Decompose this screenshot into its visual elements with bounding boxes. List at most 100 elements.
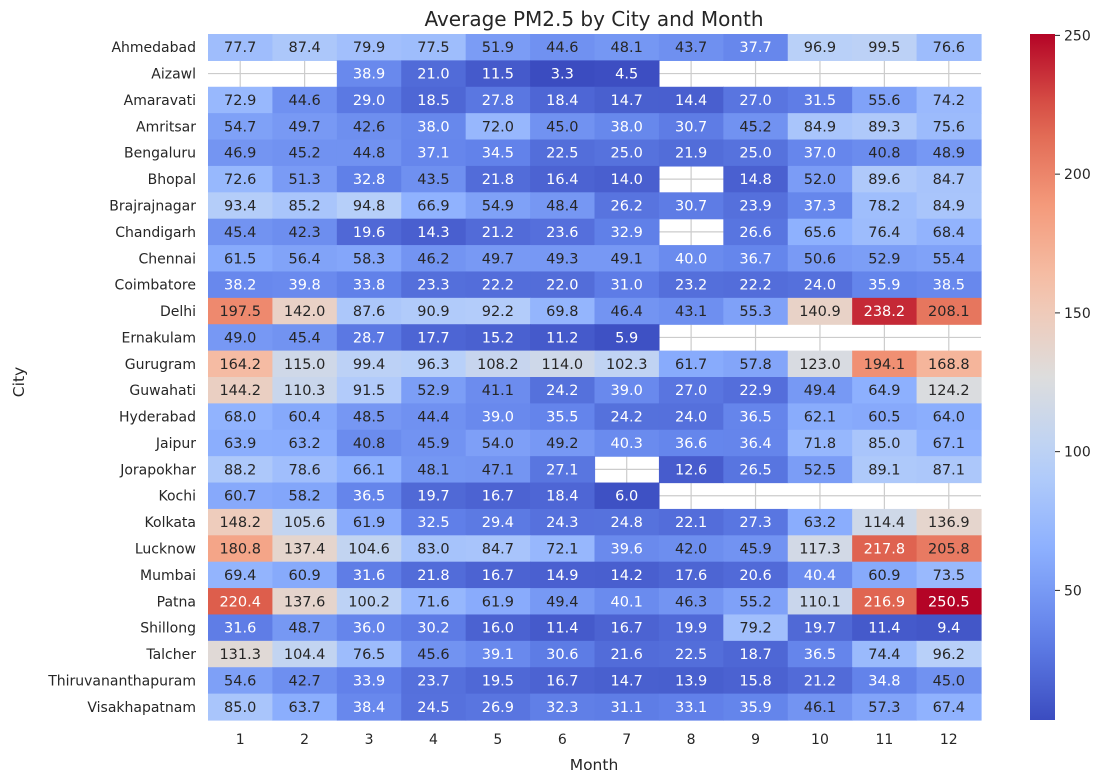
heatmap-cell (916, 588, 982, 616)
cell-value-label: 61.7 (675, 357, 707, 373)
cell-value-label: 36.5 (804, 647, 836, 663)
cell-value-label: 44.6 (288, 93, 320, 109)
heatmap-cell (465, 297, 531, 325)
heatmap-cell (787, 297, 853, 325)
heatmap-cell (787, 218, 853, 246)
heatmap-cell (916, 245, 982, 273)
heatmap-cell (272, 34, 338, 61)
cell-value-label: 14.0 (611, 172, 643, 188)
cell-value-label: 45.6 (417, 647, 449, 663)
heatmap-cell (336, 86, 402, 114)
cell-value-label: 46.4 (611, 304, 643, 320)
cell-value-label: 16.7 (611, 621, 643, 637)
heatmap-cell (336, 456, 402, 484)
heatmap-cell (336, 640, 402, 668)
heatmap-cell (465, 693, 531, 721)
cell-value-label: 40.0 (675, 251, 707, 267)
cell-value-label: 27.8 (482, 93, 514, 109)
cell-value-label: 42.7 (288, 673, 320, 689)
cell-value-label: 46.2 (417, 251, 449, 267)
cell-value-label: 24.8 (611, 515, 643, 531)
cell-value-label: 24.2 (546, 383, 578, 399)
heatmap-cell (916, 377, 982, 404)
cell-value-label: 38.5 (933, 278, 965, 294)
heatmap-cell (272, 245, 338, 273)
cell-value-label: 104.6 (348, 542, 390, 558)
cell-value-label: 43.1 (675, 304, 707, 320)
heatmap-cell (401, 297, 467, 325)
heatmap-cell (787, 34, 853, 61)
cell-value-label: 87.6 (353, 304, 385, 320)
heatmap-cell (208, 297, 274, 325)
heatmap-cell (852, 86, 918, 114)
cell-value-label: 76.4 (868, 225, 900, 241)
cell-value-label: 24.5 (417, 700, 449, 716)
heatmap-cell (658, 693, 724, 721)
cell-value-label: 22.1 (675, 515, 707, 531)
heatmap-cell (530, 561, 596, 589)
cell-value-label: 11.4 (546, 621, 578, 637)
heatmap-cell (658, 561, 724, 589)
cell-value-label: 18.5 (417, 93, 449, 109)
heatmap-cell (916, 614, 982, 642)
cell-value-label: 49.1 (611, 251, 643, 267)
cell-value-label: 164.2 (219, 357, 261, 373)
heatmap-cell (336, 324, 402, 352)
colorbar-tick-label: 250 (1064, 28, 1091, 44)
cell-value-label: 49.7 (288, 119, 320, 135)
heatmap-cell (723, 429, 789, 457)
heatmap-cell (594, 113, 660, 141)
heatmap-cell (723, 588, 789, 616)
heatmap-cell (787, 350, 853, 378)
heatmap-cell (272, 377, 338, 404)
cell-value-label: 144.2 (219, 383, 261, 399)
cell-value-label: 23.7 (417, 673, 449, 689)
cell-value-label: 24.3 (546, 515, 578, 531)
cell-value-label: 60.4 (288, 410, 320, 426)
cell-value-label: 47.1 (482, 462, 514, 478)
heatmap-cell (530, 508, 596, 536)
cell-value-label: 15.2 (482, 330, 514, 346)
cell-value-label: 142.0 (284, 304, 326, 320)
heatmap-cell (916, 271, 982, 299)
cell-value-label: 19.5 (482, 673, 514, 689)
cell-value-label: 77.7 (224, 40, 256, 56)
heatmap-cell (208, 324, 274, 352)
heatmap-cell (723, 192, 789, 220)
cell-value-label: 45.0 (933, 673, 965, 689)
cell-value-label: 22.2 (739, 278, 771, 294)
cell-value-label: 50.6 (804, 251, 836, 267)
heatmap-cell (272, 614, 338, 642)
heatmap-cell (852, 165, 918, 193)
cell-value-label: 40.8 (868, 146, 900, 162)
cell-value-label: 96.9 (804, 40, 836, 56)
heatmap-cell (465, 535, 531, 563)
cell-value-label: 28.7 (353, 330, 385, 346)
cell-value-label: 21.2 (482, 225, 514, 241)
heatmap-cell (272, 429, 338, 457)
heatmap-cell (336, 588, 402, 616)
cell-value-label: 216.9 (864, 594, 906, 610)
cell-value-label: 89.3 (868, 119, 900, 135)
heatmap-cell (658, 429, 724, 457)
cell-value-label: 30.2 (417, 621, 449, 637)
y-axis-label: City (10, 367, 28, 397)
heatmap-cell (787, 113, 853, 141)
cell-value-label: 63.7 (288, 700, 320, 716)
heatmap-cell (272, 535, 338, 563)
cell-value-label: 16.7 (482, 568, 514, 584)
heatmap-cell (272, 640, 338, 668)
heatmap-cell (594, 429, 660, 457)
heatmap-cell (208, 403, 274, 431)
heatmap-cell (465, 34, 531, 61)
heatmap-cell (787, 139, 853, 167)
cell-value-label: 78.6 (288, 462, 320, 478)
heatmap-cell (594, 614, 660, 642)
heatmap-cell (594, 192, 660, 220)
cell-value-label: 31.0 (611, 278, 643, 294)
heatmap-cell (916, 561, 982, 589)
x-tick-label: 1 (236, 732, 245, 748)
heatmap-cell (208, 667, 274, 695)
x-tick-label: 2 (300, 732, 309, 748)
